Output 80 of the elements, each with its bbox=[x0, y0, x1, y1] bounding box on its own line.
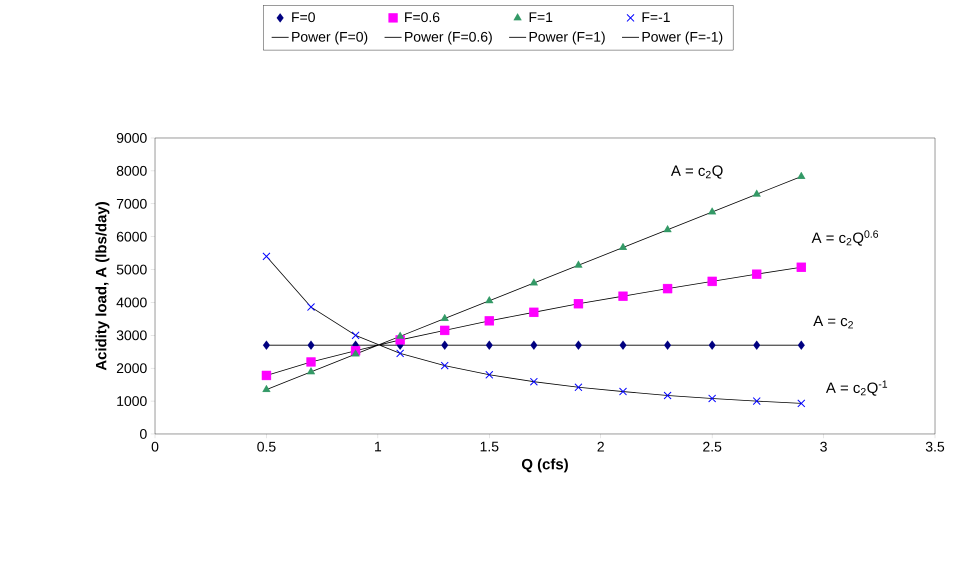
point bbox=[530, 340, 538, 350]
point bbox=[484, 316, 494, 326]
legend-label: F=0 bbox=[292, 12, 315, 22]
y-tick-label: 1000 bbox=[117, 396, 147, 406]
point bbox=[752, 269, 762, 279]
y-tick-label: 0 bbox=[140, 429, 147, 439]
point bbox=[485, 370, 494, 379]
point bbox=[529, 308, 539, 317]
point bbox=[797, 399, 806, 408]
x-tick-label: 0 bbox=[152, 442, 158, 452]
annotation: A = c$_{2}$Q bbox=[670, 165, 723, 179]
y-tick-label: 6000 bbox=[116, 232, 147, 242]
point bbox=[618, 292, 628, 301]
x-tick-label: 2.5 bbox=[703, 442, 722, 452]
point bbox=[662, 284, 672, 294]
x-tick-label: 3.5 bbox=[926, 442, 944, 452]
point bbox=[306, 357, 316, 367]
y-axis-title: Acidity load, A (lbs/day) bbox=[95, 202, 110, 370]
y-tick-label: 5000 bbox=[116, 264, 147, 274]
point bbox=[486, 340, 493, 350]
y-tick-label: 7000 bbox=[116, 198, 147, 209]
point bbox=[530, 278, 538, 286]
point bbox=[441, 340, 448, 350]
annotation: A = c$_{2}$Q$^{0.6}$ bbox=[812, 230, 878, 246]
point bbox=[262, 384, 271, 392]
x-tick-label: 1.5 bbox=[480, 442, 498, 452]
point bbox=[262, 340, 270, 350]
y-tick-label: 4000 bbox=[116, 297, 147, 308]
point bbox=[752, 397, 761, 406]
point bbox=[574, 340, 582, 350]
point bbox=[440, 314, 449, 321]
point bbox=[352, 331, 360, 340]
legend-label: F=-1 bbox=[642, 12, 670, 22]
point bbox=[708, 340, 716, 350]
x-axis-title: Q (cfs) bbox=[522, 458, 568, 472]
y-tick-label: 8000 bbox=[116, 166, 147, 176]
point bbox=[574, 383, 582, 392]
x-tick-label: 0.5 bbox=[257, 442, 276, 452]
legend-label: Power (F=0) bbox=[292, 32, 368, 44]
point bbox=[752, 190, 761, 197]
point bbox=[306, 367, 316, 374]
y-tick-label: 9000 bbox=[116, 133, 147, 143]
x-tick-label: 2 bbox=[598, 442, 604, 452]
point bbox=[262, 252, 270, 260]
point bbox=[618, 242, 628, 250]
point bbox=[485, 296, 494, 304]
point bbox=[798, 340, 805, 350]
point bbox=[307, 340, 315, 350]
point bbox=[796, 262, 806, 272]
legend-label: Power (F=0.6) bbox=[405, 32, 492, 44]
legend-label: F=1 bbox=[530, 12, 552, 22]
point bbox=[530, 378, 538, 386]
annotation: A = c$_{2}$ bbox=[813, 316, 853, 328]
point bbox=[618, 388, 628, 396]
legend-label: Power (F=1) bbox=[530, 32, 605, 44]
point bbox=[664, 225, 672, 232]
point bbox=[797, 172, 806, 179]
point bbox=[306, 303, 316, 312]
y-tick-label: 2000 bbox=[116, 363, 147, 374]
point bbox=[619, 340, 627, 350]
point bbox=[574, 260, 583, 268]
point bbox=[574, 299, 584, 308]
point bbox=[708, 394, 716, 402]
point bbox=[753, 340, 760, 350]
point bbox=[396, 332, 404, 339]
point bbox=[262, 370, 272, 380]
point bbox=[708, 207, 716, 214]
x-tick-label: 1 bbox=[375, 442, 382, 452]
point bbox=[352, 349, 360, 357]
x-tick-label: 3 bbox=[820, 442, 827, 452]
point bbox=[664, 340, 672, 350]
point bbox=[440, 362, 449, 370]
point bbox=[440, 326, 450, 336]
legend-label: Power (F=-1) bbox=[642, 32, 722, 44]
legend-label: F=0.6 bbox=[405, 12, 440, 22]
point bbox=[396, 349, 404, 358]
point bbox=[664, 391, 672, 400]
point bbox=[707, 276, 717, 286]
y-tick-label: 3000 bbox=[116, 330, 147, 340]
annotation: A = c$_{2}$Q$^{-1}$ bbox=[826, 380, 888, 396]
